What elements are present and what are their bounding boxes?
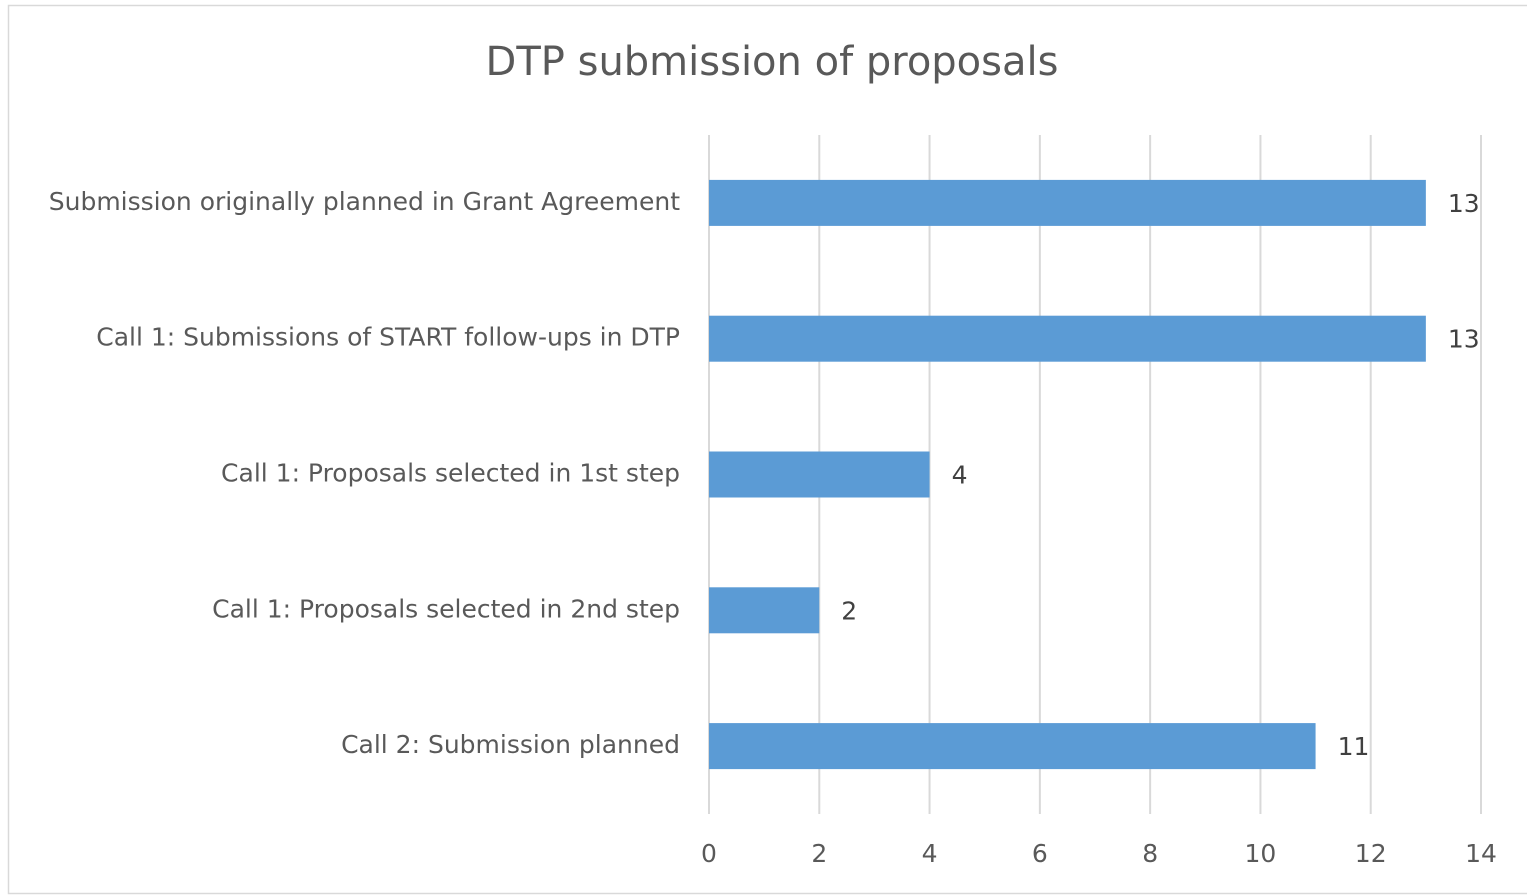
x-tick-label: 10 xyxy=(1245,839,1277,868)
x-tick-label: 0 xyxy=(701,839,717,868)
bar xyxy=(709,723,1316,770)
data-label: 4 xyxy=(952,461,968,490)
y-tick-label: Call 1: Proposals selected in 2nd step xyxy=(212,594,680,623)
y-tick-label: Submission originally planned in Grant A… xyxy=(49,187,680,216)
x-tick-label: 6 xyxy=(1032,839,1048,868)
y-tick-label: Call 2: Submission planned xyxy=(341,730,680,759)
chart-title: DTP submission of proposals xyxy=(486,39,1059,85)
data-label: 13 xyxy=(1448,325,1480,354)
data-label: 13 xyxy=(1448,189,1480,218)
data-label: 2 xyxy=(841,596,857,625)
bar xyxy=(709,179,1426,226)
y-tick-label: Call 1: Submissions of START follow-ups … xyxy=(96,323,680,352)
x-tick-label: 14 xyxy=(1465,839,1497,868)
x-tick-label: 4 xyxy=(922,839,938,868)
x-tick-label: 12 xyxy=(1355,839,1387,868)
x-tick-label: 2 xyxy=(811,839,827,868)
bar xyxy=(709,451,930,498)
y-tick-label: Call 1: Proposals selected in 1st step xyxy=(221,459,680,488)
x-tick-label: 8 xyxy=(1142,839,1158,868)
bar xyxy=(709,315,1426,362)
bar xyxy=(709,587,820,634)
data-label: 11 xyxy=(1338,732,1370,761)
